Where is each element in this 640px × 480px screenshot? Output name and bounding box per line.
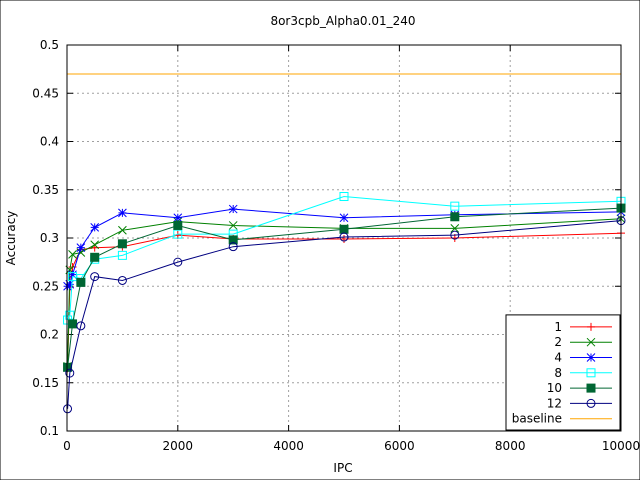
data-point: [339, 213, 349, 223]
data-point: [450, 230, 460, 240]
x-tick-label: 0: [63, 439, 71, 453]
data-point: [586, 398, 596, 408]
y-tick-label: 0.35: [32, 183, 59, 197]
legend-label: 4: [554, 351, 562, 365]
data-point: [173, 213, 183, 223]
data-point: [586, 353, 596, 362]
x-tick-label: 6000: [384, 439, 415, 453]
data-point: [68, 270, 77, 280]
data-point: [65, 368, 75, 378]
data-point: [65, 279, 75, 289]
y-tick-label: 0.5: [40, 38, 59, 52]
data-point: [76, 277, 86, 287]
data-point: [90, 272, 100, 282]
data-point: [117, 250, 127, 260]
data-point: [228, 235, 238, 245]
legend-label: 2: [554, 335, 562, 349]
data-point: [450, 212, 460, 222]
y-tick-label: 0.25: [32, 279, 59, 293]
x-tick-label: 4000: [273, 439, 304, 453]
data-point: [586, 383, 596, 393]
data-point: [76, 243, 86, 253]
axis-ticks: 0 2000 4000 6000 8000 10000 0.1 0.15 0.2 0.25 0.3 0…: [32, 38, 640, 453]
data-point: [340, 234, 348, 243]
series-line: [67, 195, 622, 321]
y-tick-label: 0.45: [32, 86, 59, 100]
chart-title: 8or3cpb_Alpha0.01_240: [270, 14, 415, 28]
legend-label: baseline: [512, 412, 562, 426]
data-point: [63, 404, 73, 414]
data-point: [90, 252, 100, 262]
series-line: [67, 220, 622, 409]
x-tick-label: 2000: [163, 439, 194, 453]
y-tick-label: 0.1: [40, 424, 59, 438]
data-point: [173, 257, 183, 267]
data-point: [76, 321, 86, 331]
data-point: [118, 225, 127, 235]
x-axis-label: IPC: [333, 461, 352, 475]
series-line: [67, 207, 622, 368]
legend-label: 8: [554, 366, 562, 380]
data-point: [587, 322, 595, 331]
plot-area-border: [66, 44, 622, 432]
data-point: [68, 250, 77, 259]
data-point: [173, 220, 183, 230]
data-point: [228, 242, 238, 252]
data-point: [90, 223, 100, 232]
data-point: [450, 223, 460, 233]
data-point: [173, 229, 183, 239]
data-point: [90, 240, 100, 250]
data-point: [586, 337, 596, 347]
legend-label: 10: [547, 381, 562, 395]
series-12: [63, 216, 626, 414]
data-point: [117, 275, 127, 285]
data-point: [339, 232, 349, 242]
data-point: [117, 239, 127, 249]
series-10: [63, 203, 626, 372]
data-point: [228, 204, 238, 214]
data-point: [68, 319, 78, 329]
data-point: [339, 192, 349, 202]
legend-label: 1: [554, 320, 562, 334]
x-tick-label: 8000: [495, 439, 526, 453]
data-point: [450, 201, 460, 211]
legend-label: 12: [547, 396, 562, 410]
data-point: [339, 224, 349, 234]
y-tick-label: 0.3: [40, 231, 59, 245]
y-axis-label: Accuracy: [4, 211, 18, 266]
data-point: [118, 208, 127, 218]
data-point: [228, 221, 238, 230]
legend-box: [505, 314, 621, 431]
y-tick-label: 0.2: [40, 328, 59, 342]
data-point: [586, 368, 596, 378]
y-tick-label: 0.15: [32, 376, 59, 390]
y-tick-label: 0.4: [40, 135, 59, 149]
x-tick-label: 10000: [602, 439, 640, 453]
